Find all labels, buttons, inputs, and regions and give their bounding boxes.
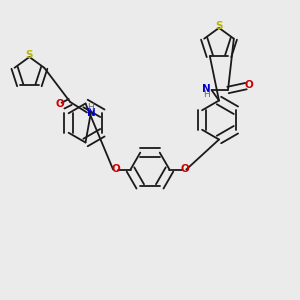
Text: O: O [56, 99, 64, 109]
Text: H: H [203, 90, 210, 99]
Text: N: N [202, 83, 211, 94]
Text: N: N [86, 108, 95, 118]
Text: S: S [215, 21, 223, 32]
Text: O: O [180, 164, 189, 175]
Text: S: S [26, 50, 33, 61]
Text: O: O [111, 164, 120, 175]
Text: H: H [88, 103, 94, 112]
Text: O: O [244, 80, 253, 91]
